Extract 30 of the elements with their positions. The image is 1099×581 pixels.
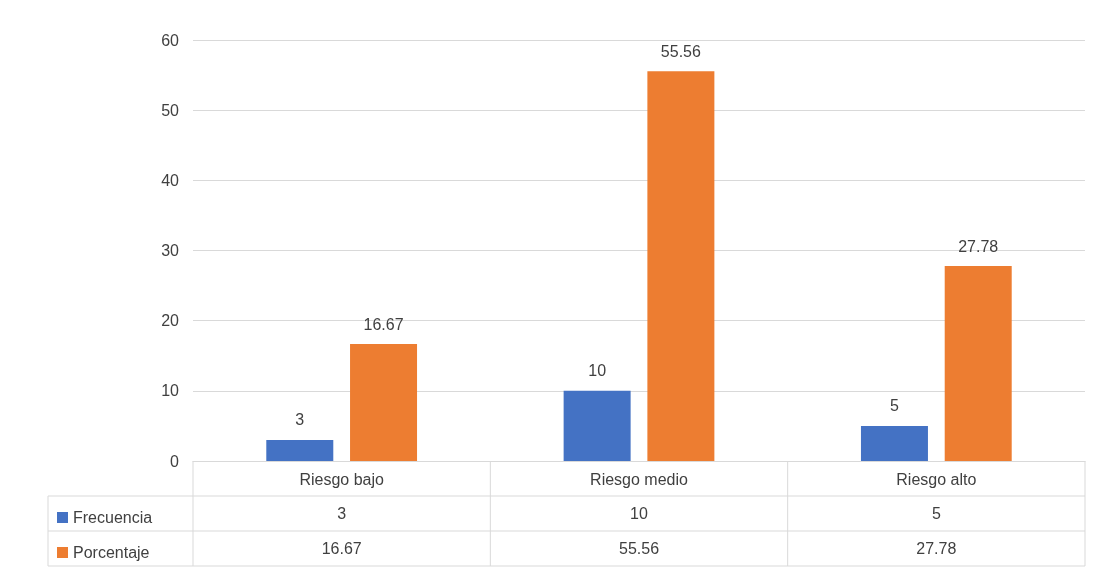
annotation: 27.78	[958, 237, 999, 255]
annotation: 10	[588, 362, 607, 380]
data-label: 27.78	[916, 540, 957, 557]
legend-label: Porcentaje	[73, 544, 150, 561]
bar	[563, 390, 631, 461]
x-tick-label: Riesgo alto	[896, 470, 977, 488]
data-label: 10	[630, 505, 648, 522]
data-label: 3	[337, 505, 347, 522]
data-label: 5	[931, 505, 941, 522]
annotation: 55.56	[660, 42, 701, 60]
annotation: 16.67	[363, 315, 404, 333]
bar	[944, 266, 1012, 461]
y-tick-label: 30	[161, 242, 180, 259]
x-tick-label: Riesgo bajo	[299, 470, 385, 488]
y-tick-label: 0	[170, 452, 180, 470]
y-tick-label: 40	[161, 171, 180, 189]
y-tick-label: 10	[161, 382, 180, 400]
x-tick-label: Riesgo medio	[590, 470, 689, 488]
bar	[647, 71, 715, 461]
data-label: 55.56	[618, 540, 660, 557]
data-label: 16.67	[321, 540, 362, 557]
bar	[350, 344, 418, 461]
bar	[860, 425, 928, 461]
y-tick-label: 50	[161, 101, 180, 119]
annotation: 3	[295, 411, 305, 429]
y-tick-label: 20	[161, 312, 180, 330]
y-tick-label: 60	[161, 31, 180, 49]
bar	[266, 439, 334, 461]
annotation: 5	[890, 397, 900, 415]
legend-label: Frecuencia	[73, 509, 153, 526]
